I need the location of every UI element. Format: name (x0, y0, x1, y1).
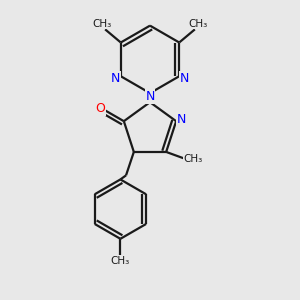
Text: N: N (179, 72, 189, 85)
Text: CH₃: CH₃ (92, 19, 112, 29)
Text: CH₃: CH₃ (183, 154, 202, 164)
Text: N: N (111, 72, 121, 85)
Text: CH₃: CH₃ (188, 19, 208, 29)
Text: N: N (177, 113, 187, 126)
Text: N: N (145, 90, 155, 103)
Text: CH₃: CH₃ (111, 256, 130, 266)
Text: O: O (95, 102, 105, 115)
